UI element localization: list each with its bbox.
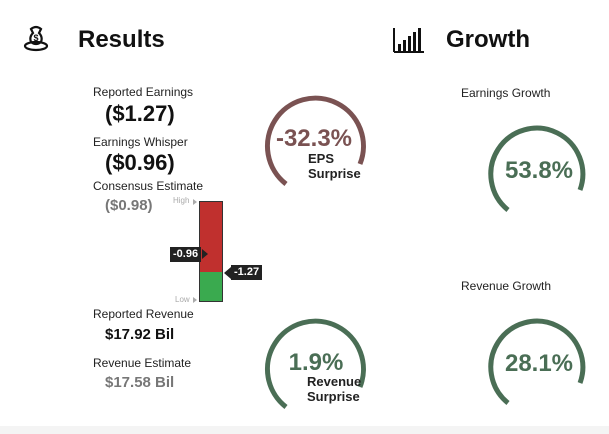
- eps-surprise-value: -32.3%: [276, 125, 352, 152]
- revenue-surprise-line2: Surprise: [307, 389, 360, 404]
- reported-earnings-label: Reported Earnings: [93, 85, 194, 99]
- revenue-surprise-ring: [265, 318, 366, 409]
- range-low-marker: [193, 297, 197, 303]
- revenue-growth-label: Revenue Growth: [461, 279, 552, 293]
- eps-surprise-ring: [265, 95, 366, 186]
- growth-title: Growth: [446, 26, 530, 53]
- svg-text:$: $: [33, 33, 38, 43]
- bottom-strip: [0, 426, 609, 434]
- reported-revenue-label: Reported Revenue: [93, 307, 194, 321]
- reported-tag-pointer: [224, 267, 231, 279]
- reported-earnings-value: ($1.27): [105, 101, 175, 126]
- money-bag-icon: $: [22, 24, 50, 57]
- earnings-growth-label: Earnings Growth: [461, 86, 551, 100]
- earnings-growth-ring: [488, 125, 586, 212]
- range-low-label: Low: [175, 295, 190, 304]
- consensus-estimate-label: Consensus Estimate: [93, 179, 204, 193]
- reported-tag: -1.27: [231, 265, 263, 280]
- range-high-marker: [193, 199, 197, 205]
- reported-revenue-value: $17.92 Bil: [105, 326, 175, 343]
- eps-surprise-line1: EPS: [308, 151, 334, 166]
- revenue-surprise-gauge: 1.9% Revenue Surprise: [265, 318, 366, 409]
- earnings-whisper-label: Earnings Whisper: [93, 135, 188, 149]
- consensus-estimate-value: ($0.98): [105, 197, 153, 214]
- results-title: Results: [78, 26, 165, 53]
- range-bar-green: [200, 272, 222, 301]
- results-header: $ Results: [22, 24, 192, 56]
- earnings-growth-value: 53.8%: [505, 157, 573, 184]
- revenue-estimate-value: $17.58 Bil: [105, 374, 175, 391]
- bar-chart-icon: [392, 24, 426, 59]
- eps-surprise-gauge: -32.3% EPS Surprise: [265, 95, 366, 186]
- earnings-growth-gauge: 53.8%: [488, 125, 586, 212]
- growth-header: Growth: [392, 24, 582, 56]
- earnings-whisper-value: ($0.96): [105, 150, 175, 175]
- range-high-label: High: [173, 196, 190, 205]
- revenue-growth-value: 28.1%: [505, 350, 573, 377]
- revenue-estimate-label: Revenue Estimate: [93, 356, 192, 370]
- whisper-tag: -0.96: [170, 247, 202, 262]
- revenue-growth-gauge: 28.1%: [488, 318, 586, 405]
- revenue-growth-ring: [488, 318, 586, 405]
- range-bar-red: [200, 202, 222, 272]
- eps-surprise-line2: Surprise: [308, 166, 361, 181]
- revenue-surprise-line1: Revenue: [307, 374, 361, 389]
- whisper-tag-pointer: [202, 249, 208, 259]
- revenue-surprise-value: 1.9%: [289, 349, 344, 376]
